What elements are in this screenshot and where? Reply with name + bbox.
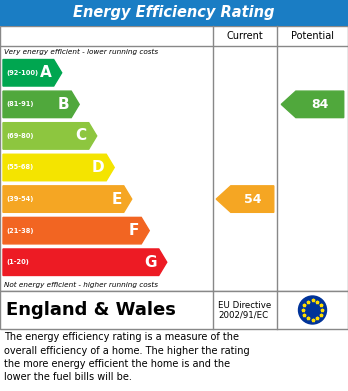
Text: (21-38): (21-38) — [6, 228, 33, 234]
Text: F: F — [129, 223, 139, 238]
Text: The energy efficiency rating is a measure of the: The energy efficiency rating is a measur… — [4, 332, 239, 342]
Text: C: C — [76, 128, 87, 143]
Bar — [0, 0, 348, 26]
Circle shape — [299, 296, 326, 324]
Polygon shape — [3, 249, 167, 276]
Text: D: D — [92, 160, 104, 175]
Text: Not energy efficient - higher running costs: Not energy efficient - higher running co… — [4, 282, 158, 287]
Text: A: A — [40, 65, 52, 80]
Text: the more energy efficient the home is and the: the more energy efficient the home is an… — [4, 359, 230, 369]
Polygon shape — [281, 91, 344, 118]
Text: Current: Current — [227, 31, 263, 41]
Text: 84: 84 — [311, 98, 329, 111]
Text: overall efficiency of a home. The higher the rating: overall efficiency of a home. The higher… — [4, 346, 250, 355]
Text: G: G — [144, 255, 157, 270]
Polygon shape — [216, 186, 274, 212]
Text: (92-100): (92-100) — [6, 70, 38, 76]
Text: (55-68): (55-68) — [6, 165, 33, 170]
Polygon shape — [3, 186, 132, 212]
Polygon shape — [3, 91, 79, 118]
Text: (81-91): (81-91) — [6, 101, 33, 108]
Text: Potential: Potential — [291, 31, 334, 41]
Polygon shape — [3, 217, 149, 244]
Text: 2002/91/EC: 2002/91/EC — [218, 310, 268, 319]
Text: England & Wales: England & Wales — [6, 301, 176, 319]
Text: (69-80): (69-80) — [6, 133, 33, 139]
Text: EU Directive: EU Directive — [218, 301, 271, 310]
Text: (39-54): (39-54) — [6, 196, 33, 202]
Text: lower the fuel bills will be.: lower the fuel bills will be. — [4, 373, 132, 382]
Text: B: B — [58, 97, 69, 112]
Text: E: E — [111, 192, 122, 206]
Bar — [0, 291, 348, 329]
Text: Energy Efficiency Rating: Energy Efficiency Rating — [73, 5, 275, 20]
Polygon shape — [3, 59, 62, 86]
Polygon shape — [3, 154, 114, 181]
Text: 54: 54 — [244, 193, 261, 206]
Bar — [0, 26, 348, 291]
Text: Very energy efficient - lower running costs: Very energy efficient - lower running co… — [4, 48, 158, 55]
Polygon shape — [3, 123, 97, 149]
Text: (1-20): (1-20) — [6, 259, 29, 265]
